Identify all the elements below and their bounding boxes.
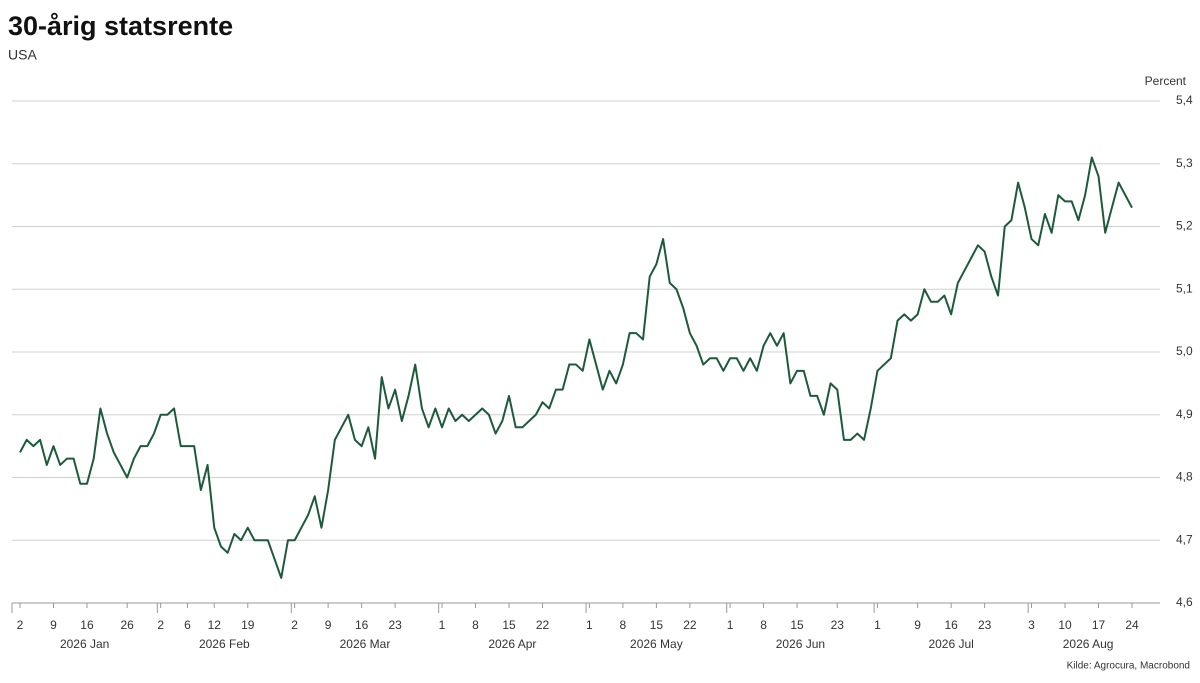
x-tick-label: 9 — [914, 618, 921, 632]
x-tick-label: 22 — [536, 618, 550, 632]
y-tick-label: 4,6 — [1176, 595, 1193, 609]
y-axis-label: Percent — [1145, 74, 1187, 88]
month-label: 2026 Apr — [488, 637, 536, 651]
month-label: 2026 May — [630, 637, 683, 651]
source: Kilde: Agrocura, Macrobond — [1067, 661, 1190, 672]
x-tick-label: 2 — [17, 618, 24, 632]
y-tick-label: 4,7 — [1176, 532, 1193, 546]
x-tick-label: 15 — [502, 618, 516, 632]
x-tick-label: 2 — [157, 618, 164, 632]
y-tick-label: 5,0 — [1176, 344, 1193, 358]
line-series — [19, 156, 1133, 579]
x-tick-label: 1 — [874, 618, 881, 632]
x-tick-label: 17 — [1092, 618, 1106, 632]
x-tick-label: 26 — [121, 618, 135, 632]
month-label: 2026 Jul — [928, 637, 973, 651]
x-tick-label: 16 — [80, 618, 94, 632]
x-tick-label: 3 — [1028, 618, 1035, 632]
x-tick-label: 2 — [291, 618, 298, 632]
month-label: 2026 Jun — [776, 637, 825, 651]
month-label: 2026 Feb — [199, 637, 250, 651]
x-tick-label: 15 — [650, 618, 664, 632]
x-tick-label: 16 — [355, 618, 369, 632]
x-tick-label: 8 — [760, 618, 767, 632]
x-tick-label: 1 — [727, 618, 734, 632]
x-tick-label: 19 — [241, 618, 255, 632]
y-tick-label: 4,8 — [1176, 470, 1193, 484]
month-label: 2026 Jan — [60, 637, 109, 651]
x-tick-label: 1 — [586, 618, 593, 632]
y-tick-label: 4,9 — [1176, 407, 1193, 421]
x-tick-label: 8 — [620, 618, 627, 632]
chart-title: 30-årig statsrente — [8, 11, 233, 41]
x-tick-label: 15 — [790, 618, 804, 632]
x-tick-label: 23 — [831, 618, 845, 632]
x-tick-label: 6 — [184, 618, 191, 632]
y-tick-label: 5,1 — [1176, 281, 1193, 295]
x-tick-label: 9 — [50, 618, 57, 632]
x-tick-label: 12 — [208, 618, 222, 632]
month-label: 2026 Mar — [340, 637, 391, 651]
x-tick-label: 22 — [683, 618, 697, 632]
x-tick-label: 10 — [1058, 618, 1072, 632]
x-tick-label: 1 — [439, 618, 446, 632]
y-tick-label: 5,3 — [1176, 156, 1193, 170]
chart-subtitle: USA — [8, 47, 37, 63]
y-tick-label: 5,4 — [1176, 93, 1193, 107]
x-tick-label: 16 — [944, 618, 958, 632]
x-tick-label: 23 — [388, 618, 402, 632]
x-tick-label: 8 — [472, 618, 479, 632]
y-tick-label: 5,2 — [1176, 219, 1193, 233]
month-label: 2026 Aug — [1063, 637, 1114, 651]
x-tick-label: 23 — [978, 618, 992, 632]
x-tick-label: 9 — [325, 618, 332, 632]
x-tick-label: 24 — [1125, 618, 1139, 632]
